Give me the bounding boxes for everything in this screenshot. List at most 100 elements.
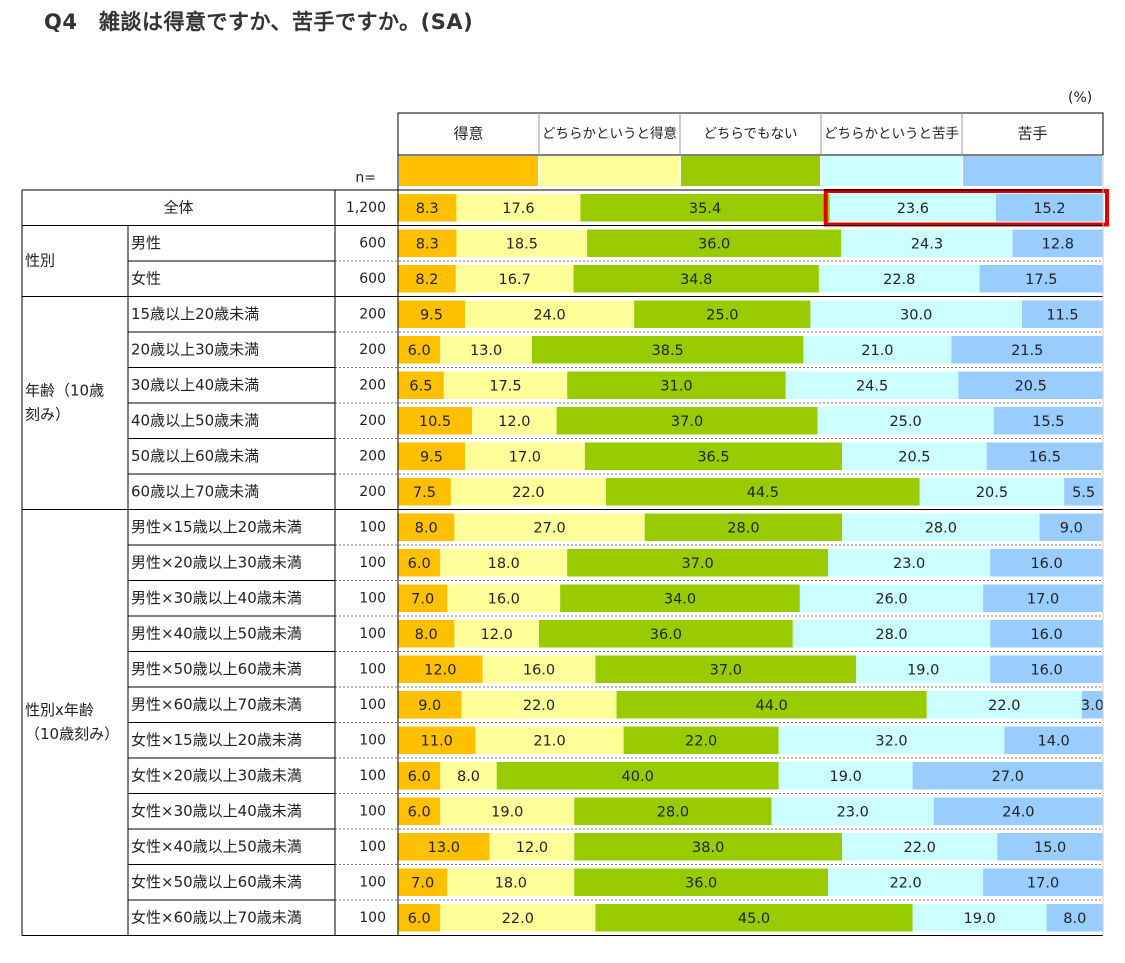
bar-segment (997, 833, 1103, 861)
bar-segment (567, 371, 786, 399)
row-label: 女性×40歳以上50歳未満 (131, 837, 302, 855)
bar-segment (539, 620, 793, 648)
row-label: 女性×50歳以上60歳未満 (131, 873, 302, 891)
unit-label: (%) (1068, 90, 1093, 106)
bar-segment (398, 300, 465, 328)
bar-segment (584, 442, 843, 470)
bar-value-label: 24.3 (911, 236, 943, 252)
legend-swatch (399, 156, 538, 186)
bar-segment (778, 726, 1005, 754)
bar-segment (1012, 229, 1103, 257)
bar-segment (454, 620, 539, 648)
bar-segment (398, 762, 441, 790)
bar-segment (842, 833, 998, 861)
bar-value-label: 38.0 (692, 840, 724, 856)
bar-value-label: 37.0 (710, 662, 742, 678)
bar-segment (556, 407, 818, 435)
bar-segment (995, 194, 1103, 222)
bar-segment (605, 478, 920, 506)
bar-value-label: 22.0 (502, 911, 534, 927)
bar-value-label: 8.0 (1063, 911, 1086, 927)
bar-segment (464, 442, 585, 470)
bar-value-label: 19.0 (963, 911, 995, 927)
row-label: 40歳以上50歳未満 (131, 411, 259, 429)
bar-segment (489, 833, 575, 861)
bar-value-label: 20.5 (898, 449, 930, 465)
bar-segment (496, 762, 779, 790)
bar-segment (454, 513, 645, 541)
bar-segment (587, 229, 842, 257)
bar-segment (842, 513, 1040, 541)
bar-segment (574, 868, 829, 896)
bar-segment (1046, 904, 1103, 932)
bar-value-label: 37.0 (681, 556, 713, 572)
bar-value-label: 3.0 (1081, 698, 1104, 714)
bar-value-label: 34.8 (680, 272, 712, 288)
row-label: 女性×20歳以上30歳未満 (131, 766, 302, 784)
bar-segment (440, 904, 596, 932)
bar-segment (398, 797, 441, 825)
row-n: 100 (359, 626, 386, 642)
bar-value-label: 18.5 (506, 236, 538, 252)
bar-value-label: 28.0 (657, 804, 689, 820)
bar-value-label: 38.5 (652, 343, 684, 359)
bar-value-label: 18.0 (495, 875, 527, 891)
bar-value-label: 8.0 (415, 627, 438, 643)
bar-value-label: 17.6 (502, 201, 534, 217)
bar-value-label: 8.2 (415, 272, 438, 288)
bar-segment (464, 300, 635, 328)
bar-value-label: 22.0 (988, 698, 1020, 714)
row-label: 女性×15歳以上20歳未満 (131, 731, 302, 749)
bar-segment (472, 407, 557, 435)
bar-segment (986, 442, 1103, 470)
row-n: 100 (359, 590, 386, 606)
bar-value-label: 31.0 (660, 378, 692, 394)
bar-segment (398, 229, 457, 257)
bar-value-label: 20.5 (1015, 378, 1047, 394)
bar-value-label: 27.0 (533, 520, 565, 536)
row-label: 男性×40歳以上50歳未満 (131, 624, 302, 642)
bar-segment (398, 513, 455, 541)
bar-segment (792, 620, 991, 648)
bar-value-label: 17.0 (1027, 875, 1059, 891)
bar-segment (398, 194, 457, 222)
bar-value-label: 12.0 (498, 414, 530, 430)
bar-value-label: 23.0 (837, 804, 869, 820)
bar-segment (841, 229, 1013, 257)
bar-value-label: 12.0 (424, 662, 456, 678)
bar-segment (616, 691, 927, 719)
bar-segment (461, 691, 617, 719)
bar-segment (828, 868, 984, 896)
bar-segment (990, 549, 1103, 577)
bar-value-label: 21.0 (861, 343, 893, 359)
row-label: 女性×60歳以上70歳未満 (131, 908, 302, 926)
legend-swatch (963, 156, 1102, 186)
bar-segment (398, 336, 441, 364)
bar-segment (856, 655, 991, 683)
bar-value-label: 22.8 (883, 272, 915, 288)
row-label: 20歳以上30歳未満 (131, 340, 259, 358)
bar-segment (771, 797, 934, 825)
row-label: 男性 (131, 234, 161, 252)
bar-segment (623, 726, 779, 754)
bar-value-label: 12.8 (1042, 236, 1074, 252)
bar-value-label: 40.0 (622, 769, 654, 785)
bar-value-label: 19.0 (491, 804, 523, 820)
bar-segment (455, 265, 574, 293)
row-n: 100 (359, 768, 386, 784)
bar-segment (1081, 691, 1103, 719)
bar-value-label: 25.0 (706, 307, 738, 323)
bar-value-label: 27.0 (992, 769, 1024, 785)
bar-value-label: 44.5 (747, 485, 779, 501)
group-label: 年齢（10歳 (25, 382, 104, 400)
bar-value-label: 17.0 (509, 449, 541, 465)
bar-segment (560, 584, 800, 612)
bar-value-label: 35.4 (689, 201, 721, 217)
bar-value-label: 13.0 (428, 840, 460, 856)
bar-value-label: 12.0 (481, 627, 513, 643)
bar-value-label: 6.0 (408, 556, 431, 572)
row-n: 200 (359, 484, 386, 500)
bar-segment (634, 300, 811, 328)
bar-value-label: 16.0 (1030, 662, 1062, 678)
legend-swatch (681, 156, 820, 186)
